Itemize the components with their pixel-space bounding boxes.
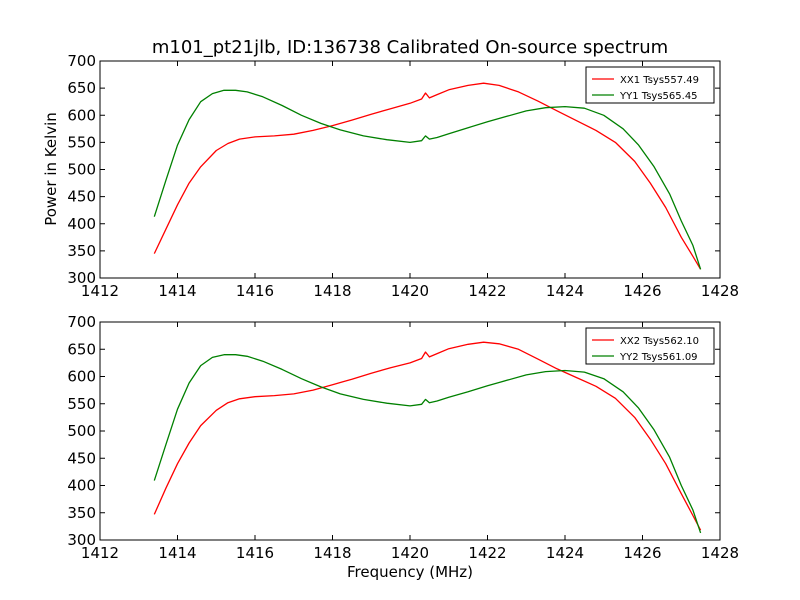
y-axis-label: Power in Kelvin bbox=[42, 112, 60, 226]
x-tick-label: 1428 bbox=[701, 282, 739, 300]
y-tick-label: 400 bbox=[67, 215, 96, 233]
y-tick-label: 700 bbox=[67, 313, 96, 331]
x-tick-label: 1414 bbox=[158, 282, 196, 300]
x-tick-label: 1424 bbox=[546, 282, 584, 300]
y-tick-label: 450 bbox=[67, 188, 96, 206]
y-tick-label: 650 bbox=[67, 340, 96, 358]
x-tick-label: 1424 bbox=[546, 544, 584, 562]
y-tick-label: 600 bbox=[67, 368, 96, 386]
series-line-1-1 bbox=[153, 82, 702, 270]
legend-1: XX1 Tsys557.49 YY1 Tsys565.45 bbox=[585, 66, 715, 104]
y-tick-label: 650 bbox=[67, 79, 96, 97]
series-line-2-1 bbox=[153, 341, 702, 531]
y-tick-label: 300 bbox=[67, 531, 96, 549]
x-tick-label: 1418 bbox=[313, 544, 351, 562]
x-tick-label: 1422 bbox=[468, 544, 506, 562]
y-tick-label: 550 bbox=[67, 133, 96, 151]
x-tick-label: 1426 bbox=[623, 282, 661, 300]
x-tick-label: 1420 bbox=[391, 282, 429, 300]
x-tick-label: 1422 bbox=[468, 282, 506, 300]
legend-2: XX2 Tsys562.10 YY2 Tsys561.09 bbox=[585, 327, 715, 365]
legend-entry: XX1 Tsys557.49 bbox=[620, 75, 699, 86]
y-tick-label: 500 bbox=[67, 161, 96, 179]
x-tick-label: 1420 bbox=[391, 544, 429, 562]
legend-box bbox=[585, 327, 715, 365]
y-tick-label: 350 bbox=[67, 242, 96, 260]
x-tick-label: 1428 bbox=[701, 544, 739, 562]
x-tick-label: 1416 bbox=[236, 544, 274, 562]
plot-panels: 1412 1414 1416 1418 1420 1422 1424 1426 1428 300 3… bbox=[67, 52, 739, 562]
legend-entry: YY1 Tsys565.45 bbox=[619, 91, 698, 102]
y-tick-label: 550 bbox=[67, 395, 96, 413]
x-tick-label: 1418 bbox=[313, 282, 351, 300]
legend-entry: XX2 Tsys562.10 bbox=[620, 336, 699, 347]
y-tick-label: 500 bbox=[67, 422, 96, 440]
figure-title: m101_pt21jlb, ID:136738 Calibrated On-so… bbox=[152, 37, 668, 58]
y-tick-label: 700 bbox=[67, 52, 96, 70]
x-tick-label: 1412 bbox=[81, 544, 119, 562]
y-tick-label: 450 bbox=[67, 449, 96, 467]
x-axis-label: Frequency (MHz) bbox=[347, 563, 473, 581]
x-tick-label: 1412 bbox=[81, 282, 119, 300]
chart-panel-1: 1412 1414 1416 1418 1420 1422 1424 1426 1428 300 3… bbox=[67, 52, 739, 300]
series-line-1-2 bbox=[153, 89, 702, 270]
legend-box bbox=[585, 66, 715, 104]
y-tick-label: 350 bbox=[67, 504, 96, 522]
chart-panel-2: 1412 1414 1416 1418 1420 1422 1424 1426 1428 300 3… bbox=[67, 313, 739, 562]
y-tick-label: 400 bbox=[67, 477, 96, 495]
x-tick-label: 1426 bbox=[623, 544, 661, 562]
x-tick-label: 1416 bbox=[236, 282, 274, 300]
y-tick-label: 600 bbox=[67, 106, 96, 124]
legend-entry: YY2 Tsys561.09 bbox=[619, 352, 698, 363]
series-line-2-2 bbox=[153, 354, 702, 534]
x-tick-label: 1414 bbox=[158, 544, 196, 562]
y-tick-label: 300 bbox=[67, 269, 96, 287]
